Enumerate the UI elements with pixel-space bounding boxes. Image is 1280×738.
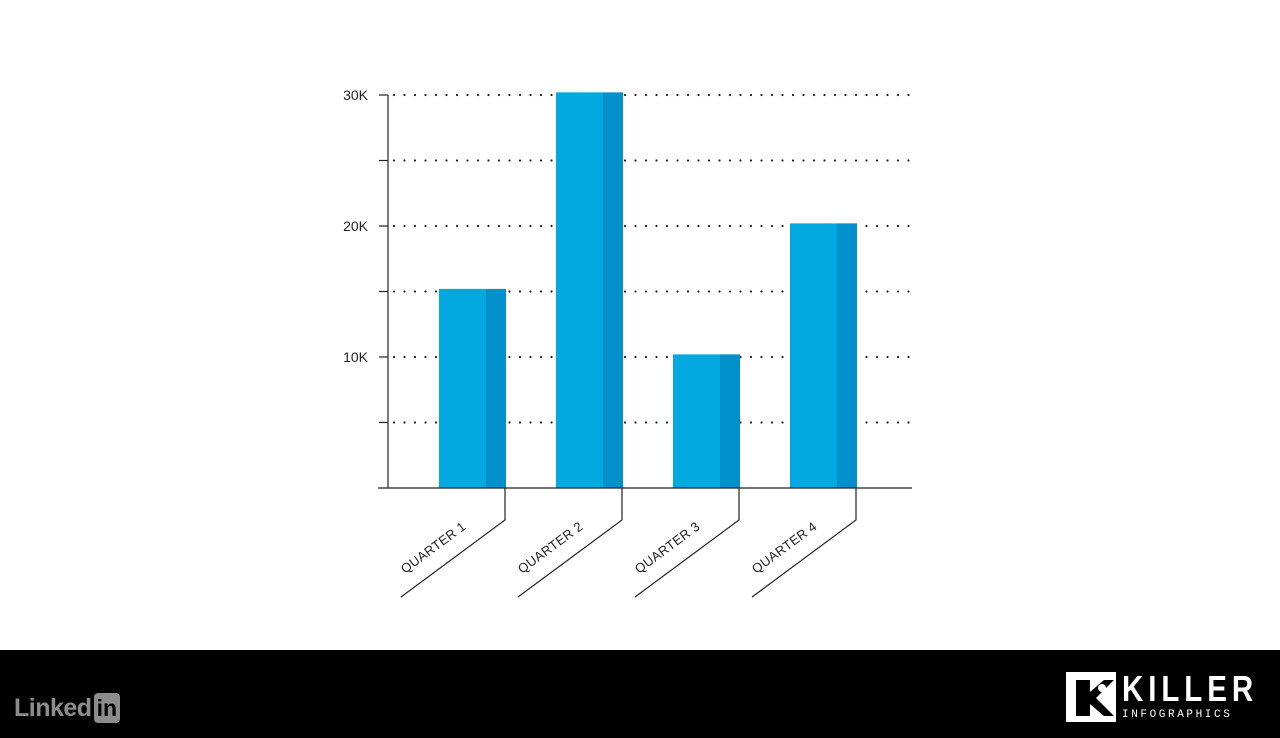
linkedin-wordmark: Linked xyxy=(14,693,92,722)
bar xyxy=(556,92,603,488)
category-leader-line xyxy=(751,488,857,598)
brand-tagline: INFOGRAPHICS xyxy=(1122,709,1233,721)
x-tick-label: QUARTER 3 xyxy=(632,519,703,577)
bar xyxy=(439,288,486,488)
category-leader-line xyxy=(634,488,740,598)
footer-bar: Linked in KILLER INFOGRAPHICS xyxy=(0,650,1280,738)
category-leader-line xyxy=(400,488,506,598)
x-tick-label: QUARTER 1 xyxy=(398,519,469,577)
category-leader-line xyxy=(517,488,623,598)
bar-shade xyxy=(486,288,506,488)
y-tick-label: 30K xyxy=(343,87,369,103)
y-tick-label: 20K xyxy=(343,218,369,234)
x-tick-label: QUARTER 2 xyxy=(515,519,586,577)
bar-shade xyxy=(837,223,857,488)
y-tick-label: 10K xyxy=(343,349,369,365)
bar-shade xyxy=(720,354,740,488)
bar xyxy=(790,223,837,488)
linkedin-in-box: in xyxy=(93,693,121,723)
x-tick-label: QUARTER 4 xyxy=(749,519,820,577)
killer-mark-icon xyxy=(1066,672,1116,722)
bar-shade xyxy=(603,92,623,488)
bar xyxy=(673,354,720,488)
killer-infographics-logo: KILLER INFOGRAPHICS xyxy=(1066,670,1253,726)
linkedin-logo: Linked in xyxy=(14,692,121,724)
chart-area: 10K 20K 30K QUARTER 1 QUARTER 2 QUARTER 3 QUAR… xyxy=(343,87,914,598)
bar-chart: 10K 20K 30K QUARTER 1 QUARTER 2 QUARTER 3 QUAR… xyxy=(343,87,914,598)
brand-name: KILLER xyxy=(1122,668,1259,709)
